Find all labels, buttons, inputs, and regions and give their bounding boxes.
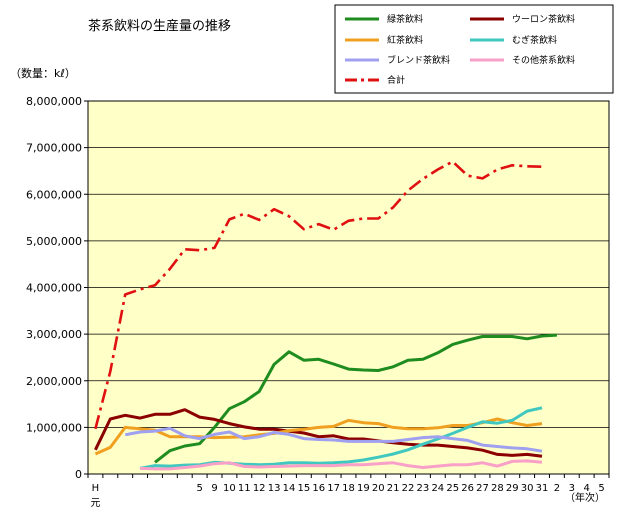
x-tick-label: 26	[461, 483, 474, 494]
x-tick-label: 10	[223, 483, 236, 494]
series-line-紅茶飲料	[94, 417, 543, 456]
legend-label: その他茶系飲料	[512, 54, 575, 66]
x-tick-label: 27	[476, 483, 489, 494]
x-tick-label: 20	[372, 483, 385, 494]
legend-label: 合計	[387, 74, 405, 86]
y-tick-label: 6,000,000	[26, 188, 82, 201]
x-tick-label: 28	[491, 483, 504, 494]
x-tick-label: 元	[90, 498, 100, 509]
legend-label: 緑茶飲料	[387, 13, 423, 25]
gridlines	[84, 100, 609, 475]
x-tick-label: 31	[536, 483, 549, 494]
series-line-合計	[94, 160, 543, 430]
x-tick-label: 12	[253, 483, 266, 494]
x-tick-label: 22	[402, 483, 415, 494]
legend-label: ブレンド茶飲料	[387, 54, 450, 66]
chart-title: 茶系飲料の生産量の推移	[88, 18, 231, 34]
x-tick-label: 13	[268, 483, 281, 494]
x-axis-ticks: H元5 9 10 11 12 13 14 15 16 17 18 19 20 21 22 23 24 25 26 27…	[87, 474, 610, 509]
y-axis-unit-label: （数量：kℓ）	[10, 67, 76, 80]
x-tick-label: 29	[506, 483, 519, 494]
x-tick-label: 21	[387, 483, 400, 494]
x-tick-label: 23	[417, 483, 430, 494]
x-tick-label: 18	[342, 483, 355, 494]
legend-label: むぎ茶飲料	[512, 34, 557, 46]
legend-label: 紅茶飲料	[387, 34, 423, 46]
x-tick-label: 3	[569, 483, 575, 494]
x-tick-label: 5	[196, 483, 202, 494]
x-tick-label: 2	[554, 483, 560, 494]
y-tick-label: 3,000,000	[26, 328, 82, 341]
x-tick-label: 24	[431, 483, 444, 494]
x-tick-label: 5	[598, 483, 604, 494]
y-axis-ticks: 0 1,000,000 2,000,000 3,000,000 4,000,000 5,0…	[26, 95, 82, 481]
series-line-その他茶系飲料	[140, 459, 543, 471]
x-tick-label: 16	[312, 483, 325, 494]
y-tick-label: 2,000,000	[26, 375, 82, 388]
y-tick-label: 5,000,000	[26, 235, 82, 248]
y-tick-label: 8,000,000	[26, 95, 82, 108]
y-tick-label: 0	[75, 468, 82, 481]
series-line-緑茶飲料	[154, 333, 557, 464]
x-tick-label: 25	[446, 483, 459, 494]
series-line-ウーロン茶飲料	[94, 408, 543, 458]
series-layer	[94, 160, 557, 471]
x-tick-label: 30	[521, 483, 534, 494]
x-tick-label: 14	[283, 483, 296, 494]
x-tick-label: 19	[357, 483, 370, 494]
x-tick-label: H	[92, 483, 100, 494]
y-tick-label: 4,000,000	[26, 282, 82, 295]
y-tick-label: 7,000,000	[26, 142, 82, 155]
y-tick-label: 1,000,000	[26, 421, 82, 434]
x-axis-unit-label: （年次）	[565, 491, 605, 504]
legend-label: ウーロン茶飲料	[512, 13, 575, 25]
x-tick-label: 4	[583, 483, 589, 494]
x-tick-label: 15	[297, 483, 310, 494]
x-tick-label: 9	[211, 483, 217, 494]
x-tick-label: 11	[238, 483, 251, 494]
x-tick-label: 17	[327, 483, 340, 494]
series-line-ブレンド茶飲料	[124, 426, 543, 453]
